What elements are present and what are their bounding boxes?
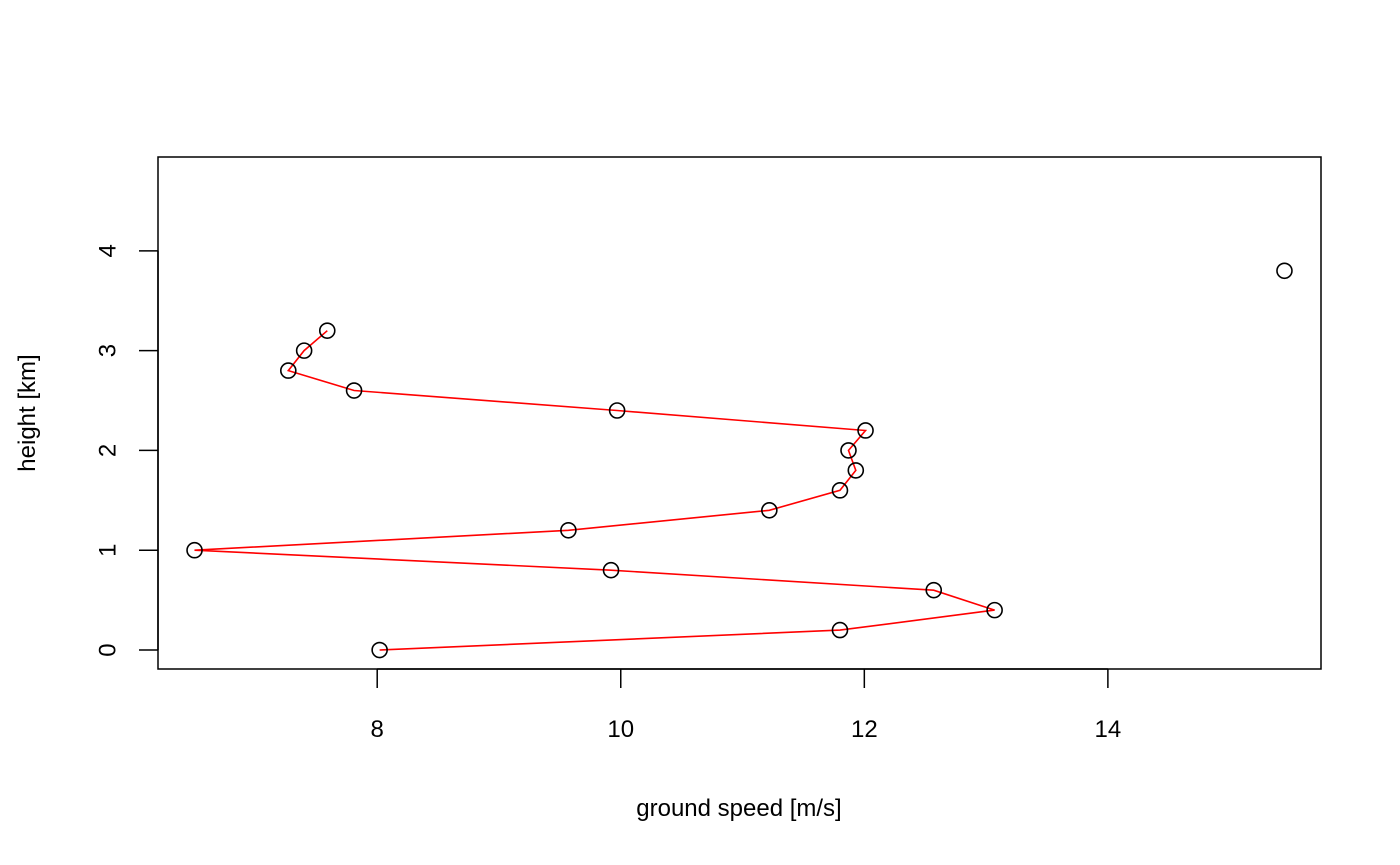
data-point xyxy=(186,541,203,559)
y-tick-label: 1 xyxy=(95,544,122,557)
data-point xyxy=(602,561,620,579)
data-point xyxy=(318,322,336,339)
data-point xyxy=(1276,262,1293,280)
series-line-path xyxy=(194,330,995,651)
x-tick-label: 12 xyxy=(851,716,878,743)
data-point xyxy=(761,502,778,519)
y-axis: 0 1 2 3 4 xyxy=(95,244,159,657)
data-point xyxy=(847,462,865,479)
data-point xyxy=(295,342,313,359)
y-tick-label: 4 xyxy=(95,244,122,257)
data-point xyxy=(857,422,874,439)
height-profile-line xyxy=(194,330,995,651)
x-tick-label: 14 xyxy=(1095,716,1122,743)
y-axis-label: height [km] xyxy=(14,354,41,471)
data-point xyxy=(608,402,626,419)
data-point xyxy=(925,581,943,599)
x-tick-label: 8 xyxy=(371,716,384,743)
y-tick-label: 2 xyxy=(95,444,122,457)
data-point xyxy=(280,362,297,379)
x-axis-label: ground speed [m/s] xyxy=(636,795,841,822)
data-point xyxy=(986,601,1003,619)
y-tick-label: 0 xyxy=(95,643,122,656)
plot-frame xyxy=(157,156,1322,670)
data-point xyxy=(831,482,849,499)
data-point xyxy=(831,621,849,639)
y-tick-label: 3 xyxy=(95,344,122,357)
x-axis: 8 10 12 14 xyxy=(371,668,1122,743)
data-points xyxy=(186,262,1293,659)
data-point xyxy=(560,521,577,539)
data-point xyxy=(345,382,363,399)
data-point xyxy=(840,442,857,459)
data-point xyxy=(371,641,388,659)
x-tick-label: 10 xyxy=(607,716,634,743)
